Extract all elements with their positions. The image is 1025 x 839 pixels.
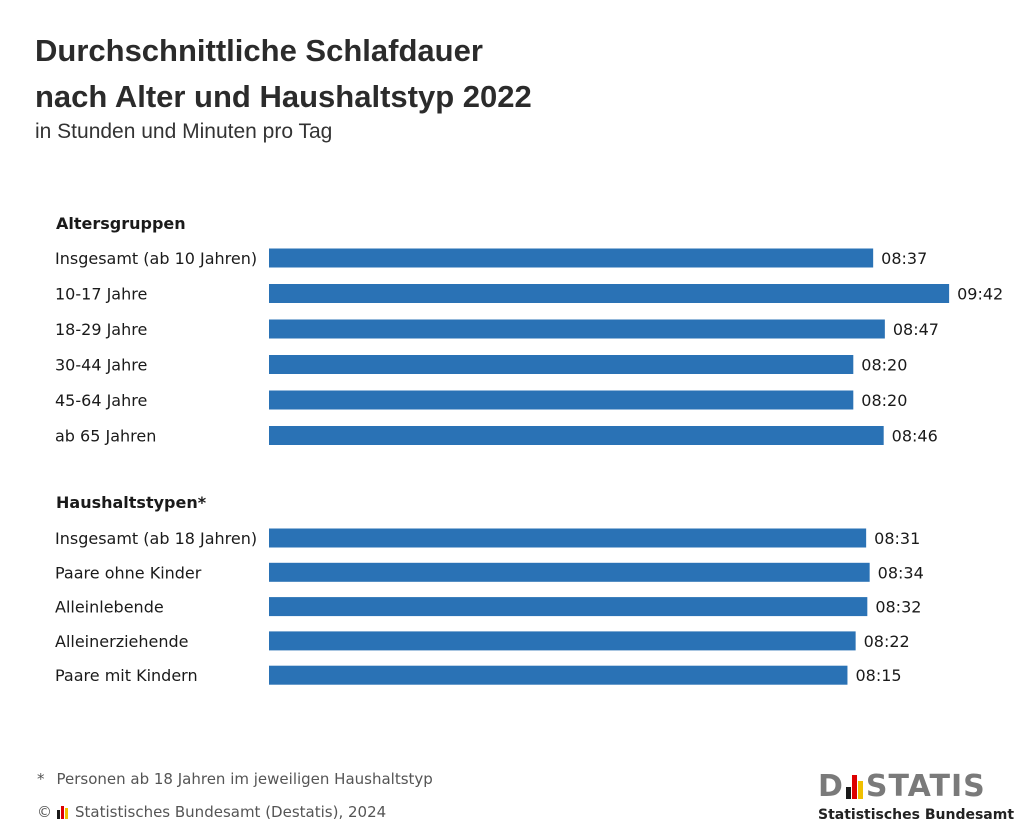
bar: [269, 426, 884, 445]
category-label: 18-29 Jahre: [55, 320, 147, 339]
category-label: Insgesamt (ab 10 Jahren): [55, 249, 257, 268]
category-label: 45-64 Jahre: [55, 391, 147, 410]
destatis-flag-icon: [57, 805, 69, 819]
footnote-text: Personen ab 18 Jahren im jeweiligen Haus…: [56, 770, 433, 788]
bar: [269, 631, 856, 651]
copyright-symbol: ©: [37, 803, 52, 821]
chart-title: Durchschnittliche Schlafdauer nach Alter…: [35, 28, 735, 120]
category-label: 10-17 Jahre: [55, 285, 147, 304]
copyright-line: © Statistisches Bundesamt (Destatis), 20…: [37, 803, 386, 821]
bar: [269, 355, 854, 374]
value-label: 08:47: [893, 320, 939, 339]
logo-letters-statis: STATIS: [865, 769, 986, 804]
logo-bars-icon: [845, 775, 864, 799]
bar: [269, 562, 870, 582]
bar: [269, 528, 867, 548]
destatis-logo: D STATIS Statistisches Bundesamt: [818, 770, 1015, 824]
category-label: Alleinerziehende: [55, 632, 189, 651]
bar: [269, 390, 854, 410]
group-heading: Haushaltstypen*: [56, 493, 207, 512]
value-label: 08:20: [861, 391, 907, 410]
category-label: ab 65 Jahren: [55, 427, 156, 446]
category-label: Paare ohne Kinder: [55, 563, 202, 582]
value-label: 08:37: [881, 249, 927, 268]
value-label: 08:15: [855, 666, 901, 685]
footnote-marker: *: [37, 770, 45, 788]
logo-letter-d: D: [818, 769, 844, 804]
bar: [269, 665, 848, 685]
bar-chart: Altersgruppen Insgesamt (ab 10 Jahren) 08:…: [55, 214, 1003, 685]
value-label: 08:22: [864, 632, 910, 651]
logo-subtitle: Statistisches Bundesamt: [818, 807, 1015, 823]
value-label: 08:32: [875, 598, 921, 617]
category-label: 30-44 Jahre: [55, 356, 147, 375]
bar: [269, 248, 874, 268]
title-line-1: Durchschnittliche Schlafdauer: [35, 33, 483, 68]
category-label: Paare mit Kindern: [55, 666, 198, 685]
category-label: Alleinlebende: [55, 598, 164, 617]
value-label: 08:20: [861, 356, 907, 375]
chart-subtitle: in Stunden und Minuten pro Tag: [35, 120, 333, 143]
logo-wordmark: D STATIS: [818, 770, 998, 804]
copyright-text: Statistisches Bundesamt (Destatis), 2024: [75, 803, 387, 821]
category-label: Insgesamt (ab 18 Jahren): [55, 529, 257, 548]
value-label: 08:46: [892, 427, 938, 446]
bar: [269, 284, 950, 303]
bar: [269, 597, 868, 617]
bar: [269, 319, 885, 339]
group-heading: Altersgruppen: [56, 214, 186, 233]
value-label: 08:34: [878, 563, 924, 582]
footnote: * Personen ab 18 Jahren im jeweiligen Hau…: [37, 770, 433, 788]
title-line-2: nach Alter und Haushaltstyp 2022: [35, 79, 532, 114]
value-label: 08:31: [874, 529, 920, 548]
value-label: 09:42: [957, 285, 1003, 304]
